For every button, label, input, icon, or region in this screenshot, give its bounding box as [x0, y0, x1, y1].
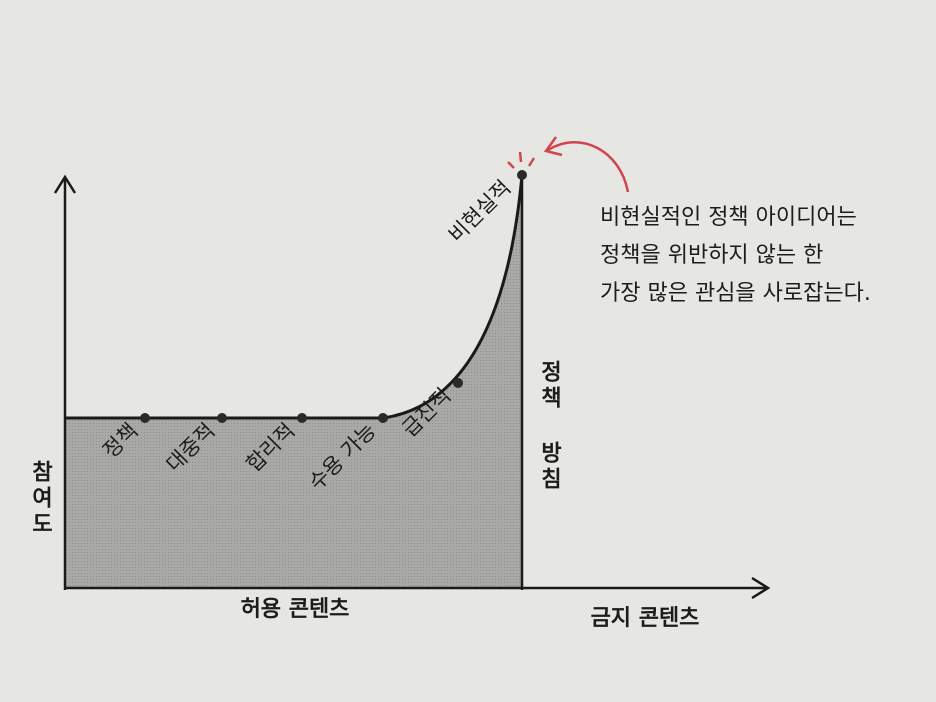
point [297, 413, 307, 423]
x-right-label: 금지 콘텐츠 [591, 606, 700, 631]
annotation-line: 비현실적인 정책 아이디어는 [600, 205, 857, 230]
point [140, 413, 150, 423]
annotation-line: 가장 많은 관심을 사로잡는다. [600, 281, 871, 306]
callout-arrow [547, 140, 630, 193]
area [65, 175, 522, 588]
callout-arrowhead [543, 136, 563, 157]
spark [507, 151, 536, 169]
x-left-label: 허용 콘텐츠 [241, 597, 350, 622]
boundary-label: 정책 방침 [537, 360, 562, 493]
curve [65, 174, 524, 420]
x-arrow [751, 576, 771, 600]
point [217, 413, 227, 423]
point [453, 378, 463, 388]
point [378, 413, 388, 423]
point-label: 비현실적 [444, 176, 516, 248]
annotation-line: 정책을 위반하지 않는 한 [600, 243, 823, 268]
y-axis-label: 참여도 [28, 460, 53, 538]
point [517, 170, 527, 180]
y-arrow [53, 174, 77, 194]
